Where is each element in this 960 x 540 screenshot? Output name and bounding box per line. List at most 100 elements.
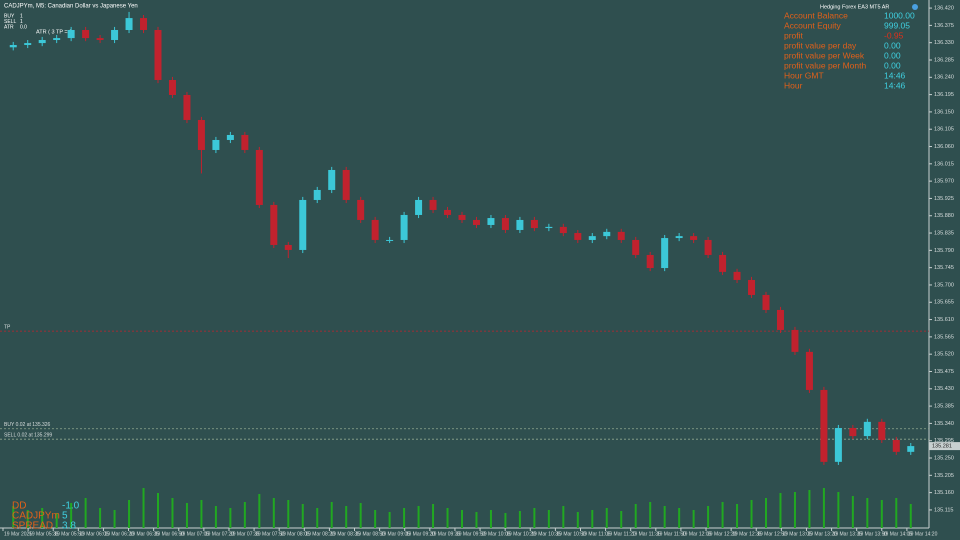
volume-bar (504, 513, 507, 528)
x-tick-label: 19 Mar 06:05 (79, 531, 109, 537)
info-label: BUY (4, 13, 15, 19)
y-tick-label: 136.060 (934, 144, 954, 150)
account-label: profit value per Week (784, 50, 865, 60)
account-label: profit value per Month (784, 60, 866, 70)
candle-body (704, 239, 712, 255)
candle-body (472, 219, 480, 225)
candle-body (878, 421, 886, 440)
x-tick-label: 19 Mar 12:05 (682, 531, 712, 537)
volume-bar (721, 502, 724, 528)
volume-bar (374, 510, 377, 528)
x-tick-label: 19 Mar 13:35 (833, 531, 863, 537)
y-tick-label: 136.150 (934, 109, 954, 115)
y-tick-label: 135.160 (934, 490, 954, 496)
candle-body (617, 231, 625, 240)
candle-body (646, 254, 654, 269)
level-label: SELL 0.02 at 135.299 (4, 432, 52, 438)
y-tick-label: 135.115 (934, 507, 953, 513)
candle-body (415, 199, 423, 215)
x-tick-label: 19 Mar 11:20 (607, 531, 636, 537)
volume-bar (12, 506, 15, 528)
candle-body (776, 309, 784, 330)
volume-bar (84, 498, 87, 528)
candle-body (588, 236, 596, 240)
candle-body (183, 94, 191, 120)
candle-body (762, 294, 770, 310)
volume-bar (895, 498, 898, 528)
y-tick-label: 135.970 (934, 179, 954, 185)
volume-bar (258, 494, 261, 528)
volume-bar (26, 510, 29, 528)
volume-bar (547, 510, 550, 528)
candle-body (603, 231, 611, 237)
candle-body (197, 119, 205, 150)
volume-bar (417, 506, 420, 528)
candle-body (255, 149, 263, 205)
y-tick-label: 135.655 (934, 300, 954, 306)
volume-bar (793, 492, 796, 528)
candle-body (241, 134, 249, 150)
x-tick-label: 19 Mar 07:05 (180, 531, 210, 537)
candle-body (574, 233, 582, 240)
account-label: Hour GMT (784, 70, 824, 80)
x-tick-label: 19 Mar 08:35 (330, 531, 360, 537)
candle-body (53, 38, 61, 40)
volume-bar (533, 508, 536, 528)
volume-bar (229, 508, 232, 528)
candle-body (226, 134, 234, 140)
y-tick-label: 135.295 (934, 438, 954, 444)
x-tick-label: 19 Mar 11:05 (581, 531, 610, 537)
x-tick-label: 19 Mar 13:50 (858, 531, 888, 537)
x-tick-label: 19 Mar 10:20 (506, 531, 536, 537)
volume-bar (707, 506, 710, 528)
volume-bar (287, 500, 290, 528)
account-label: profit (784, 30, 804, 40)
volume-bar (605, 508, 608, 528)
volume-bar (837, 492, 840, 528)
y-tick-label: 135.250 (934, 455, 954, 461)
volume-bar (620, 511, 623, 528)
y-tick-label: 135.700 (934, 282, 954, 288)
candle-body (501, 218, 509, 230)
info-label: ATR (4, 24, 14, 30)
account-label: Hour (784, 80, 803, 90)
candle-body (270, 204, 278, 245)
candle-body (82, 29, 90, 39)
volume-bar (779, 493, 782, 528)
footer-label: SPREAD (12, 521, 53, 532)
volume-bar (591, 510, 594, 528)
volume-bar (736, 504, 739, 528)
volume-bar (880, 500, 883, 528)
y-tick-label: 135.610 (934, 317, 954, 323)
candle-body (154, 29, 162, 80)
x-tick-label: 19 Mar 14:20 (908, 531, 938, 537)
volume-bar (678, 508, 681, 528)
volume-bar (388, 512, 391, 528)
candle-body (371, 219, 379, 240)
volume-bar (99, 508, 102, 528)
volume-bar (750, 500, 753, 528)
footer-label: CADJPYm (12, 511, 60, 522)
volume-bar (576, 512, 579, 528)
volume-bar (359, 503, 362, 528)
volume-bar (461, 510, 463, 528)
ea-icon (912, 4, 918, 10)
candle-body (530, 219, 538, 229)
x-tick-label: 19 Mar 08:20 (305, 531, 335, 537)
x-tick-label: 19 Mar 12:20 (707, 531, 737, 537)
y-tick-label: 136.420 (934, 6, 954, 12)
volume-bar (432, 504, 435, 528)
y-tick-label: 135.520 (934, 352, 954, 358)
candle-body (849, 428, 857, 437)
candle-body (545, 226, 553, 229)
candle-body (400, 214, 408, 240)
candle-body (342, 169, 350, 200)
volume-bar (649, 502, 652, 528)
y-tick-label: 135.835 (934, 230, 954, 236)
x-tick-label: 19 Mar 07:50 (255, 531, 285, 537)
account-label: profit value per day (784, 40, 857, 50)
x-tick-label: 19 Mar 11:35 (632, 531, 661, 537)
y-tick-label: 135.475 (934, 369, 954, 375)
candle-body (458, 214, 466, 220)
